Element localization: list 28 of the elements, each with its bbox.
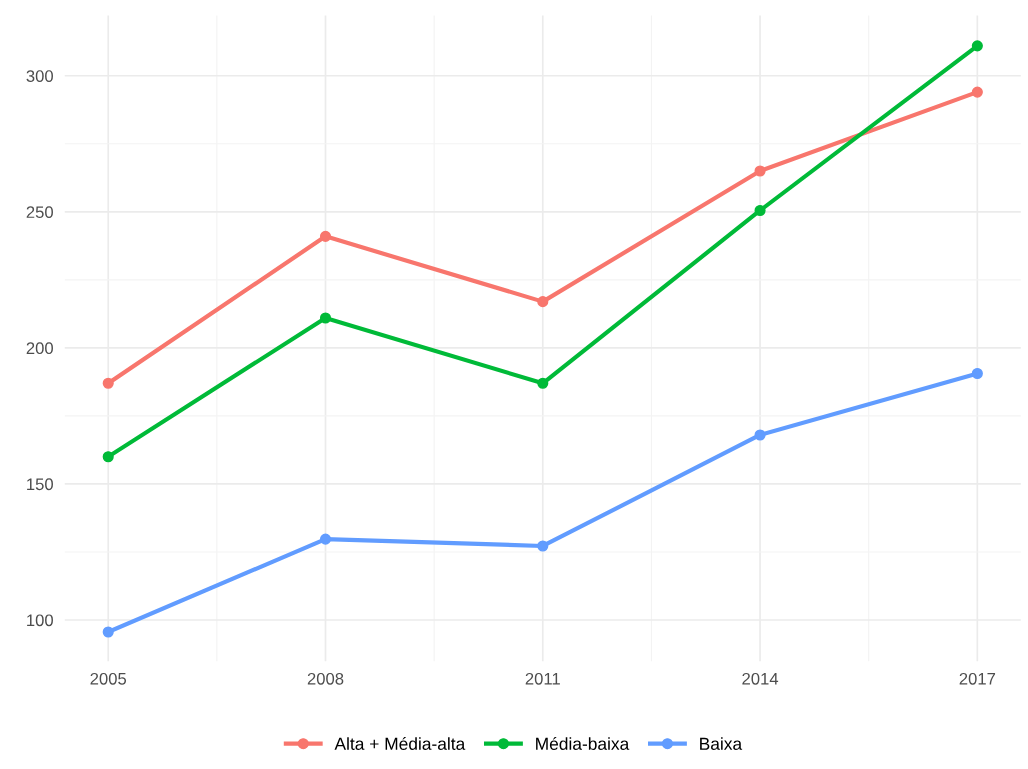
point (537, 540, 549, 552)
point (102, 377, 114, 389)
point (319, 533, 332, 545)
legend-label: Média-baixa (536, 736, 630, 750)
legend-label: Baixa (700, 737, 743, 750)
y-tick-label: 100 (27, 614, 53, 627)
point (537, 296, 549, 308)
point (102, 451, 114, 463)
y-tick-label: 150 (27, 478, 53, 491)
point (754, 165, 766, 177)
y-tick-label: 250 (26, 206, 53, 219)
point (319, 312, 332, 324)
point (754, 429, 766, 441)
point (971, 86, 983, 98)
point (319, 230, 332, 242)
legend-label: Alta + Média-alta (334, 736, 466, 750)
x-tick-label: 2008 (307, 672, 344, 685)
x-tick-label: 2011 (525, 672, 560, 685)
point (102, 626, 114, 638)
y-tick-label: 200 (26, 342, 53, 355)
y-tick-label: 300 (26, 70, 53, 82)
x-tick-label: 2005 (90, 672, 127, 685)
x-tick-label: 2014 (742, 672, 779, 685)
point (754, 204, 766, 217)
x-tick-label: 2017 (959, 672, 996, 685)
point (537, 377, 549, 389)
point (971, 367, 983, 380)
point (971, 40, 983, 52)
